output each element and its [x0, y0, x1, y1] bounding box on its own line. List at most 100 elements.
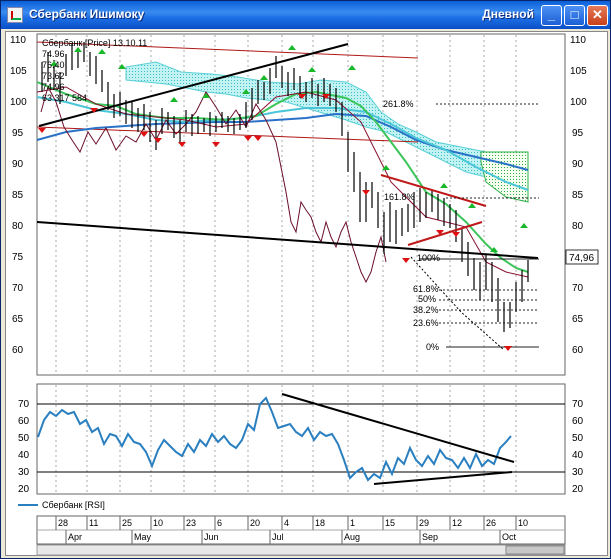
- fib-label: 38.2%: [413, 305, 439, 315]
- legend-high: 76.40: [42, 60, 65, 70]
- price-tick: 80: [572, 221, 584, 232]
- month-label: Apr: [68, 532, 82, 542]
- app-chart-icon[interactable]: [7, 7, 23, 23]
- day-label: 15: [385, 518, 395, 528]
- rsi-axis-left: 70 60 50 40 30 20: [18, 399, 30, 495]
- month-label: Oct: [502, 532, 517, 542]
- price-tick: 70: [12, 283, 24, 294]
- fib-label: 0%: [426, 342, 439, 352]
- price-tick: 100: [10, 97, 27, 108]
- day-label: 6: [217, 518, 222, 528]
- title-bar[interactable]: Сбербанк Ишимоку Дневной _ □ ✕: [1, 1, 610, 29]
- rsi-tick: 50: [18, 433, 30, 444]
- scrollbar-thumb[interactable]: [505, 545, 565, 555]
- price-tick: 100: [570, 97, 587, 108]
- price-tick: 85: [12, 190, 24, 201]
- rsi-tick: 30: [18, 467, 30, 478]
- fib-levels: [436, 103, 539, 348]
- triangle-lines: [380, 174, 487, 246]
- rsi-tick: 50: [572, 433, 584, 444]
- price-legend: Сбербанк [Price] 13.10.11 74.96 76.40 73…: [42, 38, 147, 103]
- rsi-tick: 20: [18, 484, 30, 495]
- legend-open: 74.96: [42, 49, 65, 59]
- price-tick: 75: [12, 252, 24, 263]
- price-tick: 95: [572, 128, 584, 139]
- month-label: Aug: [344, 532, 360, 542]
- month-label: Jul: [272, 532, 284, 542]
- rsi-axis-right: 70 60 50 40 30 20: [572, 399, 584, 495]
- rsi-line: [37, 396, 512, 482]
- fib-label: 23.6%: [413, 318, 439, 328]
- rsi-tick: 30: [572, 467, 584, 478]
- rsi-tick: 20: [572, 484, 584, 495]
- price-tick: 110: [570, 35, 586, 46]
- last-price-value: 74,96: [569, 253, 594, 264]
- ichimoku-cloud-green: [480, 151, 529, 203]
- day-label: 29: [419, 518, 429, 528]
- maximize-button[interactable]: □: [564, 5, 585, 26]
- minimize-button[interactable]: _: [541, 5, 562, 26]
- date-day-labels: 28 11 25 10 23 6 20 4 18 1 15 29 12 26 1…: [58, 518, 528, 528]
- rsi-tick: 40: [572, 450, 584, 461]
- last-price-marker: 74,96: [565, 249, 599, 265]
- price-axis-right: 110 105 100 95 90 85 80 75 70 65 60: [570, 35, 587, 356]
- day-label: 12: [452, 518, 462, 528]
- day-label: 23: [186, 518, 196, 528]
- chart-area[interactable]: 110 105 100 95 90 85 80 75 70 65 60 110 …: [5, 31, 608, 556]
- up-fractals: [50, 45, 528, 252]
- legend-low: 73.62: [42, 71, 65, 81]
- month-label: Sep: [422, 532, 438, 542]
- day-label: 25: [122, 518, 132, 528]
- price-tick: 105: [570, 66, 587, 77]
- rsi-tick: 40: [18, 450, 30, 461]
- price-tick: 90: [12, 159, 24, 170]
- date-ticks: [55, 516, 517, 544]
- price-tick: 60: [572, 345, 584, 356]
- price-tick: 85: [572, 190, 584, 201]
- period-label[interactable]: Дневной: [482, 7, 534, 21]
- date-month-labels: Apr May Jun Jul Aug Sep Oct: [68, 532, 517, 542]
- rsi-tick: 60: [572, 416, 584, 427]
- day-label: 11: [89, 518, 98, 528]
- ma-cyan-line: [36, 96, 529, 191]
- price-tick: 65: [12, 314, 24, 325]
- price-tick: 60: [12, 345, 24, 356]
- close-button[interactable]: ✕: [587, 5, 608, 26]
- day-label: 10: [518, 518, 528, 528]
- fib-label: 50%: [418, 294, 436, 304]
- uptrend-line: [38, 43, 349, 127]
- legend-close: 74.96: [42, 82, 65, 92]
- price-axis-left: 110 105 100 95 90 85 80 75 70 65 60: [10, 35, 27, 356]
- price-tick: 70: [572, 283, 584, 294]
- rsi-legend: Сбербанк [RSI]: [18, 500, 105, 510]
- legend-volume: 63 317 584: [42, 93, 87, 103]
- day-label: 18: [315, 518, 325, 528]
- fib-diagonal: [410, 256, 505, 351]
- rsi-tick: 70: [18, 399, 30, 410]
- fib-label: 61.8%: [413, 284, 439, 294]
- lagging-span: [40, 85, 387, 284]
- rsi-trend-lines: [281, 393, 515, 485]
- rsi-tick: 70: [572, 399, 584, 410]
- fib-label: 161.8%: [384, 192, 415, 202]
- day-label: 28: [58, 518, 68, 528]
- price-tick: 105: [10, 66, 27, 77]
- day-label: 26: [486, 518, 496, 528]
- channel-lines: [36, 41, 419, 143]
- fib-labels: 261.8% 161.8% 100% 61.8% 50% 38.2% 23.6%…: [383, 99, 440, 352]
- price-tick: 90: [572, 159, 584, 170]
- legend-header: Сбербанк [Price] 13.10.11: [42, 38, 147, 48]
- day-label: 1: [350, 518, 355, 528]
- price-tick: 80: [12, 221, 24, 232]
- rsi-levels: [37, 403, 565, 473]
- fib-label: 261.8%: [383, 99, 414, 109]
- day-label: 20: [250, 518, 260, 528]
- chart-canvas[interactable]: 110 105 100 95 90 85 80 75 70 65 60 110 …: [6, 32, 609, 557]
- price-tick: 110: [10, 35, 26, 46]
- support-line: [36, 221, 539, 259]
- window-title: Сбербанк Ишимоку: [29, 7, 145, 21]
- horizontal-scrollbar[interactable]: [36, 544, 566, 556]
- price-tick: 95: [12, 128, 24, 139]
- month-label: May: [134, 532, 152, 542]
- price-tick: 65: [572, 314, 584, 325]
